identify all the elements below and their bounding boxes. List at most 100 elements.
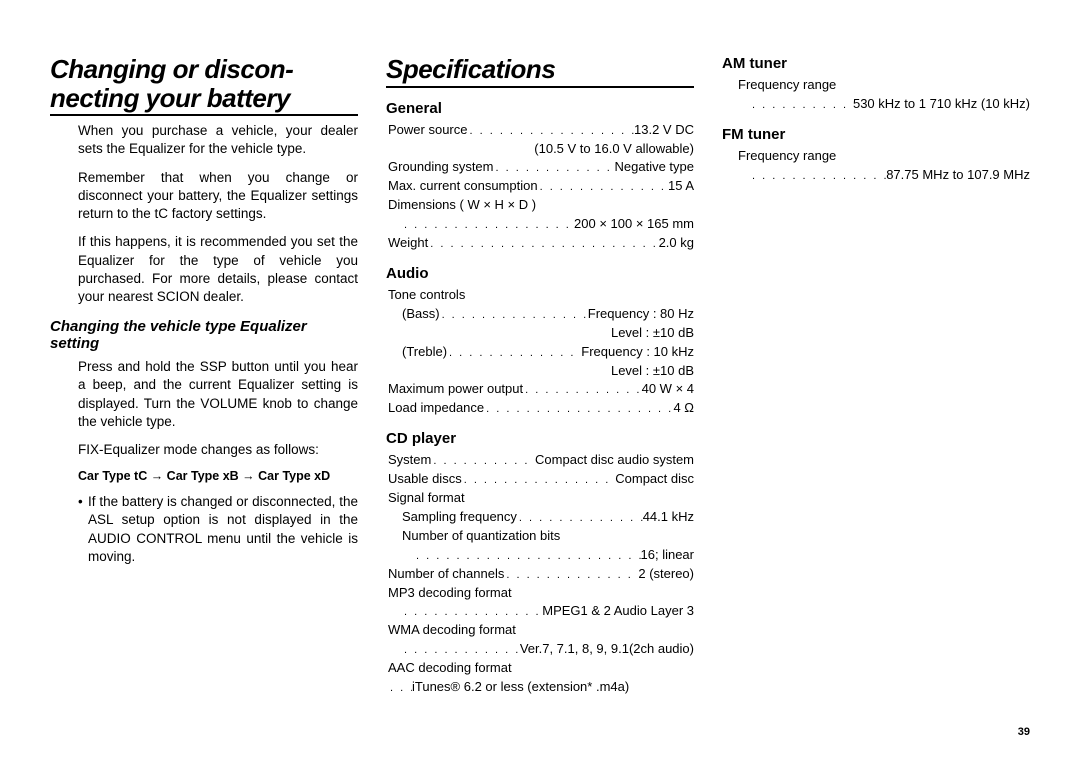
spec-label: (Treble) [402,343,447,362]
leader-dots-icon [750,95,853,114]
subsection-title-eq: Changing the vehicle type Equalizer sett… [50,318,358,352]
spec-row: Power source 13.2 V DC [388,121,694,140]
bullet-item: • If the battery is changed or disconnec… [78,493,358,566]
spec-row: Weight 2.0 kg [388,234,694,253]
section-title-specs: Specifications [386,55,694,88]
paragraph: When you purchase a vehicle, your dealer… [78,122,358,158]
spec-note: (10.5 V to 16.0 V allowable) [388,140,694,159]
bullet-text: If the battery is changed or disconnecte… [88,493,358,566]
leader-dots-icon [402,640,520,659]
spec-value: 87.75 MHz to 107.9 MHz [886,166,1030,185]
spec-value: Ver.7, 7.1, 8, 9, 9.1(2ch audio) [520,640,694,659]
spec-label: Dimensions ( W × H × D ) [388,196,694,215]
spec-value: Frequency : 80 Hz [588,305,694,324]
spec-row: Usable discs Compact disc [388,470,694,489]
spec-value: Negative type [615,158,695,177]
spec-value: MPEG1 & 2 Audio Layer 3 [542,602,694,621]
spec-heading-cd: CD player [386,430,694,447]
spec-row: iTunes® 6.2 or less (extension* .m4a) [388,678,694,697]
spec-label: Frequency range [738,147,1030,166]
spec-label: Number of quantization bits [402,527,694,546]
spec-label: Sampling frequency [402,508,517,527]
leader-dots-icon [750,166,886,185]
spec-label: Max. current consumption [388,177,538,196]
car-type-sequence: Car Type tC → Car Type xB → Car Type xD [78,469,358,483]
leader-dots-icon [440,305,588,324]
spec-label: Grounding system [388,158,494,177]
spec-label: Signal format [388,489,694,508]
spec-heading-am: AM tuner [722,55,1030,72]
spec-row: 16; linear [414,546,694,565]
column-2: Specifications General Power source 13.2… [386,55,694,730]
leader-dots-icon [462,470,616,489]
spec-value: 200 × 100 × 165 mm [574,215,694,234]
spec-label: Frequency range [738,76,1030,95]
page-number: 39 [1018,726,1030,738]
spec-value: iTunes® 6.2 or less (extension* .m4a) [412,678,629,697]
spec-row: Sampling frequency 44.1 kHz [402,508,694,527]
spec-row: 87.75 MHz to 107.9 MHz [750,166,1030,185]
spec-value: 4 Ω [673,399,694,418]
spec-label: Weight [388,234,428,253]
spec-label: WMA decoding format [388,621,694,640]
spec-row: 200 × 100 × 165 mm [402,215,694,234]
spec-value: 16; linear [641,546,694,565]
leader-dots-icon [402,215,574,234]
spec-label: AAC decoding format [388,659,694,678]
leader-dots-icon [517,508,643,527]
spec-label: System [388,451,431,470]
leader-dots-icon [402,602,542,621]
spec-label: Number of channels [388,565,504,584]
leader-dots-icon [538,177,668,196]
spec-label: Usable discs [388,470,462,489]
spec-value: 530 kHz to 1 710 kHz (10 kHz) [853,95,1030,114]
spec-label: Load impedance [388,399,484,418]
spec-row: System Compact disc audio system [388,451,694,470]
spec-note: Level : ±10 dB [388,362,694,381]
leader-dots-icon [414,546,641,565]
spec-row: 530 kHz to 1 710 kHz (10 kHz) [750,95,1030,114]
spec-value: Compact disc [615,470,694,489]
spec-row: (Bass) Frequency : 80 Hz [402,305,694,324]
spec-row: MPEG1 & 2 Audio Layer 3 [402,602,694,621]
leader-dots-icon [467,121,634,140]
spec-row: Number of channels 2 (stereo) [388,565,694,584]
paragraph: Press and hold the SSP button until you … [78,358,358,431]
spec-note: Level : ±10 dB [388,324,694,343]
column-3: AM tuner Frequency range 530 kHz to 1 71… [722,55,1030,730]
section-title-battery: Changing or discon- necting your battery [50,55,358,116]
spec-value: 2.0 kg [659,234,694,253]
leader-dots-icon [523,380,641,399]
spec-value: Frequency : 10 kHz [581,343,694,362]
spec-value: 13.2 V DC [634,121,694,140]
column-1: Changing or discon- necting your battery… [50,55,358,730]
spec-value: 2 (stereo) [638,565,694,584]
spec-row: (Treble) Frequency : 10 kHz [402,343,694,362]
spec-row: Grounding system Negative type [388,158,694,177]
leader-dots-icon [494,158,615,177]
spec-value: Compact disc audio system [535,451,694,470]
spec-label: Tone controls [388,286,694,305]
spec-row: Ver.7, 7.1, 8, 9, 9.1(2ch audio) [402,640,694,659]
paragraph: FIX-Equalizer mode changes as follows: [78,441,358,459]
spec-heading-fm: FM tuner [722,126,1030,143]
leader-dots-icon [428,234,658,253]
spec-heading-general: General [386,100,694,117]
spec-value: 15 A [668,177,694,196]
bullet-dot-icon: • [78,493,88,566]
paragraph: Remember that when you change or disconn… [78,169,358,224]
spec-label: Power source [388,121,467,140]
spec-label: Maximum power output [388,380,523,399]
leader-dots-icon [504,565,638,584]
leader-dots-icon [431,451,535,470]
leader-dots-icon [484,399,673,418]
paragraph: If this happens, it is recommended you s… [78,233,358,306]
spec-label: MP3 decoding format [388,584,694,603]
spec-row: Load impedance 4 Ω [388,399,694,418]
spec-label: (Bass) [402,305,440,324]
page: Changing or discon- necting your battery… [0,0,1080,760]
leader-dots-icon [388,678,412,697]
spec-value: 40 W × 4 [642,380,694,399]
spec-value: 44.1 kHz [643,508,694,527]
spec-row: Maximum power output 40 W × 4 [388,380,694,399]
